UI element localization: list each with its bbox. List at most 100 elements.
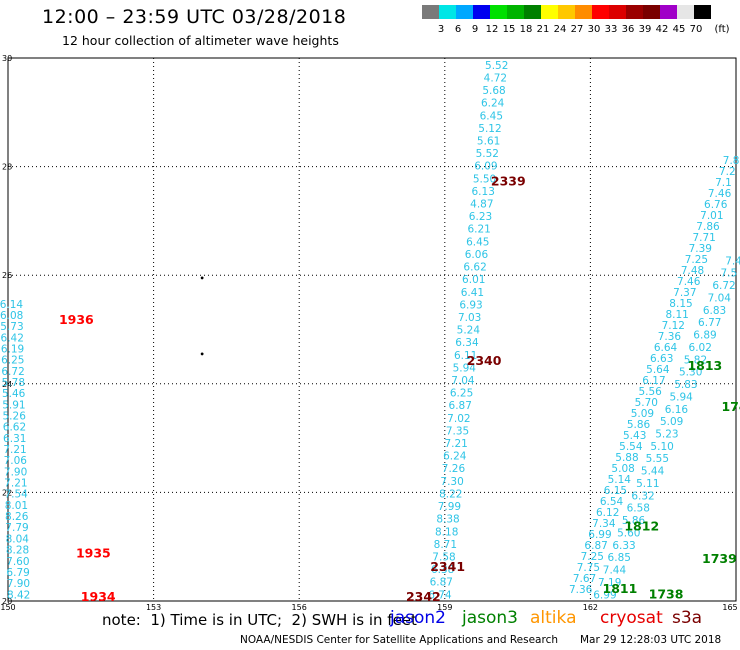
wave-height-label: 5.94 (669, 391, 693, 403)
legend-swatch (439, 5, 456, 19)
wave-height-label: 5.14 (608, 474, 632, 486)
legend-swatch (524, 5, 541, 19)
wave-height-label: 8.04 (6, 533, 30, 545)
wave-height-label: 8.28 (6, 545, 29, 557)
wave-height-label: 6.63 (650, 353, 673, 365)
legend-label: 6 (454, 24, 462, 35)
wave-height-label: 8.26 (5, 511, 29, 523)
wave-height-label: 7.60 (6, 556, 29, 568)
wave-height-label: 6.09 (474, 161, 497, 173)
wave-height-label: 6.13 (472, 186, 495, 198)
wave-height-label: 6.64 (654, 342, 678, 354)
wave-height-label: 7.25 (685, 254, 708, 266)
wave-height-label: 5.61 (477, 135, 500, 147)
generation-timestamp: Mar 29 12:28:03 UTC 2018 (580, 634, 722, 646)
satellite-label-altika: altika (530, 608, 577, 628)
wave-height-label: 7.46 (677, 276, 701, 288)
wave-height-label: 5.09 (660, 416, 683, 428)
legend-swatch (422, 5, 439, 19)
wave-height-label: 5.55 (646, 453, 669, 465)
legend-label: 15 (502, 24, 516, 35)
wave-height-label: 8.15 (669, 298, 692, 310)
wave-height-label: 5.44 (641, 466, 665, 478)
wave-height-label: 6.32 (631, 490, 654, 502)
wave-height-label: 5.50 (473, 173, 496, 185)
legend-swatch (677, 5, 694, 19)
wave-height-label: 5.54 (619, 441, 643, 453)
legend-label: 42 (655, 24, 669, 35)
wave-height-label: 5.43 (623, 430, 646, 442)
wave-height-label: 7.86 (696, 221, 720, 233)
wave-height-label: 4.72 (484, 72, 507, 84)
wave-height-label: 7.35 (446, 425, 469, 437)
wave-height-label: 7.12 (662, 320, 685, 332)
legend-swatch (609, 5, 626, 19)
wave-height-label: 6.38 (431, 564, 454, 576)
wave-height-label: 6.72 (712, 280, 735, 292)
wave-height-label: 5.10 (650, 441, 673, 453)
wave-height-label: 7.01 (700, 210, 723, 222)
wave-height-label: 5.52 (476, 148, 499, 160)
wave-height-label: 6.89 (693, 330, 716, 342)
wave-height-label: 5.24 (457, 325, 481, 337)
legend-label: 9 (471, 24, 479, 35)
lon-tick-label: 150 (0, 603, 15, 612)
wave-height-label: 6.25 (1, 355, 24, 367)
pass-time-label: 1813 (687, 358, 722, 373)
satellite-label-jason2: jason2 (390, 608, 446, 628)
lon-tick-label: 165 (722, 603, 737, 612)
legend-swatch (456, 5, 473, 19)
legend-swatch (575, 5, 592, 19)
wave-height-label: 6.62 (3, 422, 26, 434)
legend-label: 24 (553, 24, 567, 35)
pass-time-label: 1739 (702, 551, 737, 566)
wave-height-label: 8.18 (435, 526, 458, 538)
wave-height-label: 5.82 (684, 354, 707, 366)
wave-height-label: 6.85 (608, 552, 631, 564)
legend-label: 30 (587, 24, 601, 35)
wave-height-label: 6.99 (588, 529, 611, 541)
pass-time-label: 2340 (467, 353, 502, 368)
lat-tick-label: 20 (2, 597, 12, 606)
wave-height-label: 5.94 (453, 362, 477, 374)
wave-height-label: 7.04 (708, 292, 732, 304)
wave-height-label: 5.88 (615, 452, 638, 464)
wave-height-label: 7.1 (715, 177, 732, 189)
wave-height-label: 7.39 (689, 243, 712, 255)
pass-time-label: 1934 (81, 589, 116, 604)
wave-height-label: 6.34 (455, 337, 479, 349)
lon-tick-label: 153 (146, 603, 161, 612)
wave-height-label: 6.87 (430, 577, 453, 589)
map-frame (7, 57, 737, 602)
pass-time-label: 1936 (59, 312, 94, 327)
lat-tick-label: 22 (2, 488, 12, 497)
wave-height-label: 6.62 (463, 262, 486, 274)
credit-line: NOAA/NESDIS Center for Satellite Applica… (240, 634, 558, 646)
wave-height-label: 8.01 (5, 500, 28, 512)
wave-height-label: 7.21 (3, 444, 26, 456)
lon-tick-label: 156 (292, 603, 307, 612)
legend-unit: (ft) (714, 24, 730, 35)
legend-swatch (473, 5, 490, 19)
wave-height-label: 6.19 (1, 343, 24, 355)
wave-height-label: 6.08 (0, 310, 23, 322)
wave-height-label: 7.75 (577, 562, 600, 574)
wave-height-label: 7.26 (442, 463, 466, 475)
wave-height-label: 7.03 (458, 312, 481, 324)
wave-height-label: 6.02 (689, 342, 712, 354)
wave-height-label: 5.11 (636, 478, 659, 490)
pass-time-label: 2342 (406, 589, 441, 604)
wave-height-label: 6.15 (604, 485, 627, 497)
pass-time-label: 174 (721, 399, 740, 414)
wave-height-label: 7.06 (4, 455, 28, 467)
pass-time-label: 1935 (76, 546, 111, 561)
wave-height-label: 7.48 (681, 265, 704, 277)
location-dot (200, 352, 204, 356)
legend-label: 3 (437, 24, 445, 35)
wave-height-label: 6.99 (593, 589, 616, 601)
wave-height-label: 7.19 (598, 577, 621, 589)
wave-height-label: 6.24 (443, 451, 467, 463)
wave-height-label: 6.93 (459, 299, 482, 311)
wave-height-label: 7.54 (4, 489, 28, 501)
